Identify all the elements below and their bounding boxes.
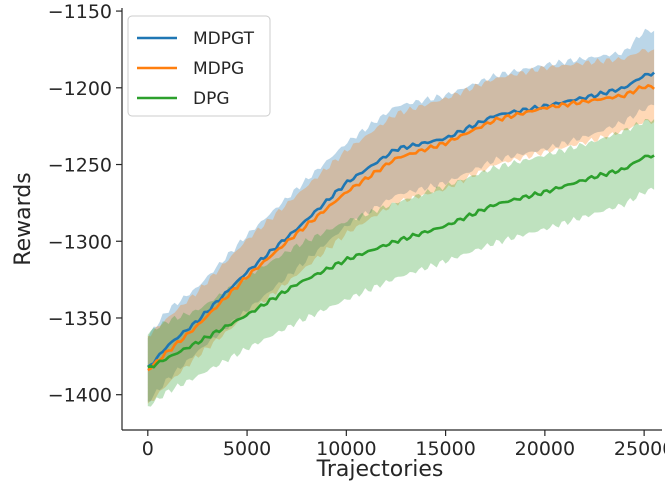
axes [121,8,662,431]
band-mdpg [147,48,655,404]
line-mdpgt [147,71,655,368]
y-tick-label: −1250 [48,155,112,177]
line-mdpg [147,84,655,372]
y-tick-label: −1150 [48,1,112,23]
legend-label-mdpg: MDPG [193,59,244,79]
axis-ticks: 0 5000 10000 15000 20000 25000 −1400 −1350 −1300… [48,1,665,460]
legend-box [127,15,271,117]
series-lines [147,71,655,372]
band-dpg [147,119,655,407]
y-tick-label: −1300 [48,231,112,253]
legend: MDPGT MDPG DPG [127,15,271,117]
x-tick-label: 25000 [614,438,665,460]
confidence-bands [147,28,655,407]
y-tick-label: −1350 [48,308,112,330]
x-tick-label: 15000 [415,438,475,460]
x-tick-label: 10000 [316,438,376,460]
legend-label-mdpgt: MDPGT [193,29,255,49]
y-tick-label: −1400 [48,385,112,407]
line-dpg [147,154,655,369]
x-axis-title: Trajectories [316,457,444,482]
y-axis-title: Rewards [11,172,36,265]
y-tick-label: −1200 [48,78,112,100]
x-tick-label: 20000 [515,438,575,460]
x-tick-label: 5000 [223,438,271,460]
band-mdpgt [147,28,655,402]
x-tick-label: 0 [142,438,154,460]
legend-label-dpg: DPG [193,89,230,109]
